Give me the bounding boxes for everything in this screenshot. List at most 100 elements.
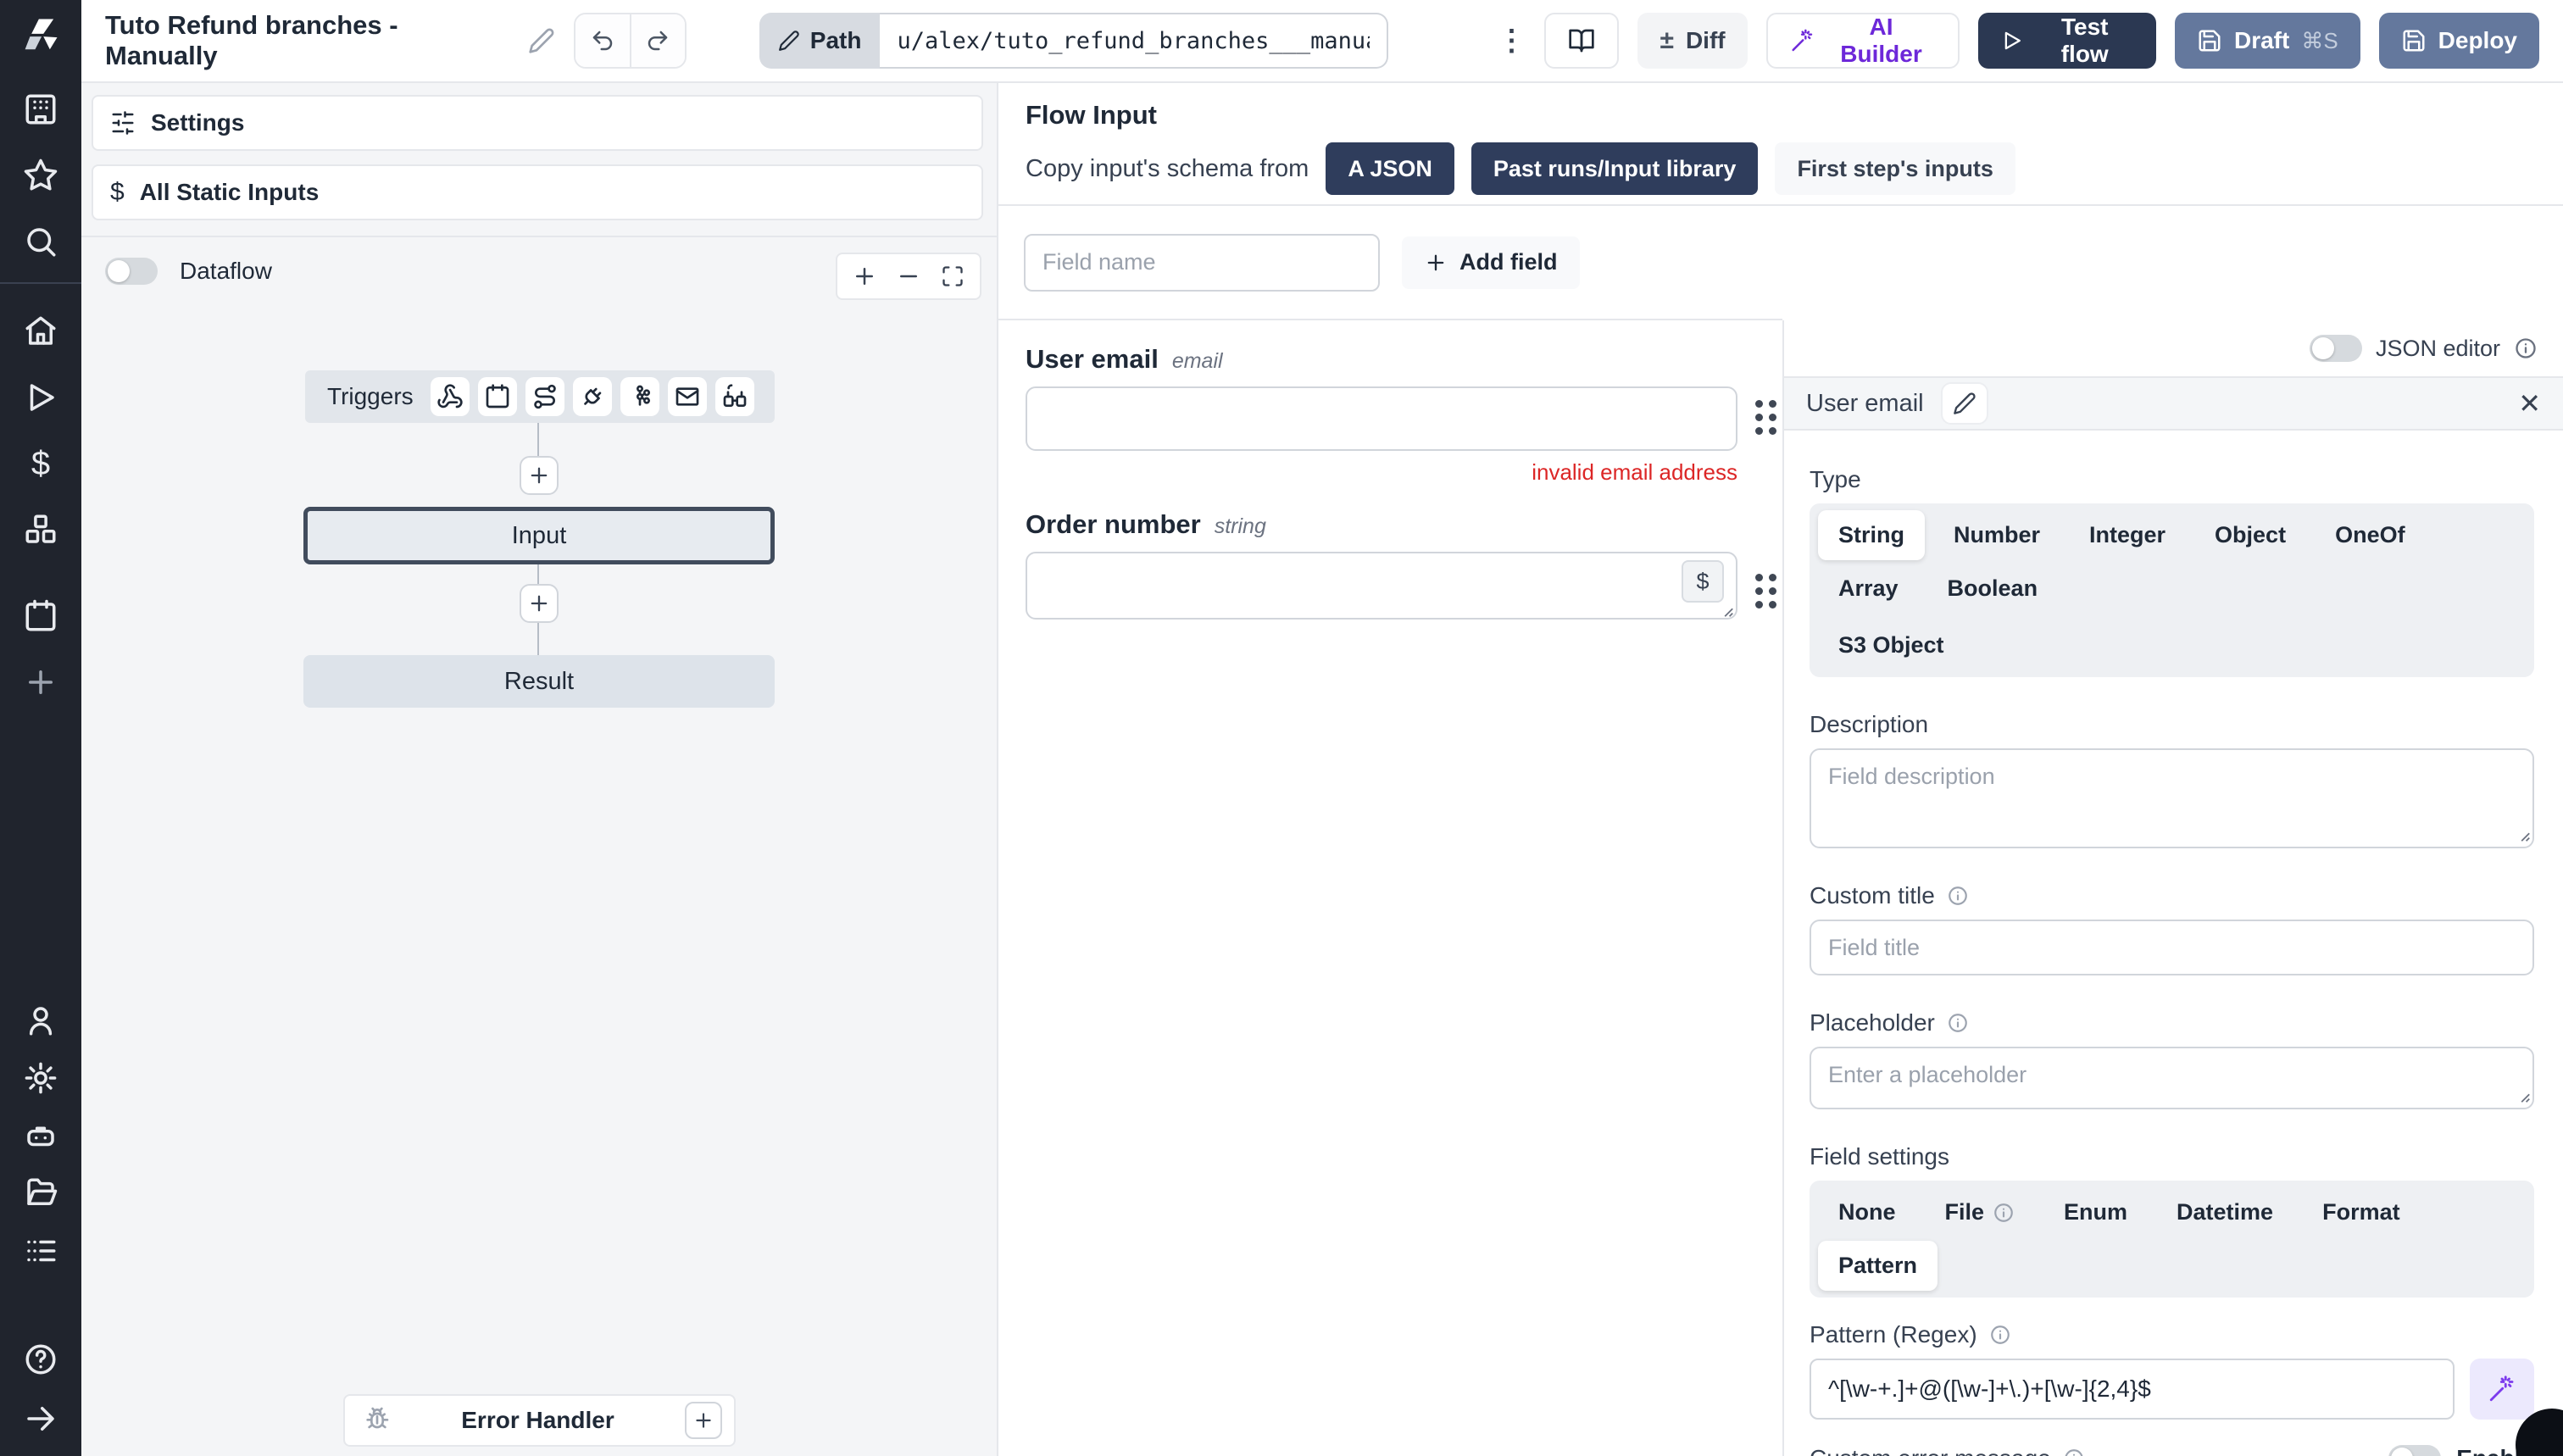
sidebar-item-audit-logs[interactable] [22,1232,59,1270]
fit-view-button[interactable] [934,258,971,295]
sidebar-item-user[interactable] [22,1002,59,1039]
email-trigger-icon[interactable] [667,377,707,416]
setting-option-enum[interactable]: Enum [2043,1187,2148,1237]
custom-title-input[interactable] [1810,920,2534,975]
fullscreen-icon [942,266,963,286]
field-label-order-number: Order number string [1026,509,1266,539]
setting-option-pattern[interactable]: Pattern [1818,1241,1938,1291]
sidebar-item-resources[interactable] [22,511,59,548]
ai-builder-button[interactable]: AI Builder [1765,13,1960,69]
path-input[interactable] [880,13,1389,69]
input-node[interactable]: Input [303,507,775,564]
copy-schema-first-step-button[interactable]: First step's inputs [1775,142,2015,195]
app-sidebar: $ [0,0,81,1456]
test-flow-button[interactable]: Test flow [1978,13,2156,69]
type-option-integer[interactable]: Integer [2069,510,2186,560]
webhook-trigger-icon[interactable] [430,377,470,416]
save-icon [2403,30,2425,52]
rename-field-button[interactable] [1940,382,1988,425]
sidebar-item-workspace[interactable] [22,91,59,128]
user-email-value-input[interactable] [1026,386,1737,451]
type-option-object[interactable]: Object [2194,510,2306,560]
type-option-array[interactable]: Array [1818,564,1919,614]
kafka-trigger-icon[interactable] [620,377,659,416]
scheduled-poll-trigger-icon[interactable] [714,377,754,416]
type-option-boolean[interactable]: Boolean [1927,564,2059,614]
setting-option-format[interactable]: Format [2302,1187,2421,1237]
fields-column: Add field User email email invalid email… [998,206,1782,1456]
setting-option-datetime[interactable]: Datetime [2156,1187,2293,1237]
resize-grip-icon[interactable] [2516,1088,2531,1108]
sidebar-item-variables[interactable]: $ [31,444,51,482]
all-static-inputs-row[interactable]: $ All Static Inputs [92,164,983,220]
zoom-out-button[interactable] [890,258,927,295]
redo-icon [648,31,668,51]
websocket-plug-trigger-icon[interactable] [572,377,612,416]
sidebar-item-favorites[interactable] [22,157,59,194]
resize-grip-icon[interactable] [1719,603,1734,622]
flow-settings-label: Settings [151,109,245,136]
flow-input-title: Flow Input [1026,100,1157,130]
sidebar-item-home[interactable] [22,313,59,350]
custom-error-label: Custom error message [1810,1445,2085,1456]
setting-option-none[interactable]: None [1818,1187,1916,1237]
flow-graph-panel: Settings $ All Static Inputs Dataflow Tr… [81,83,998,1456]
undo-button[interactable] [575,14,631,67]
copy-schema-past-runs-button[interactable]: Past runs/Input library [1471,142,1759,195]
sliders-icon [112,111,134,135]
sidebar-item-help[interactable] [22,1341,59,1378]
edge-line [537,423,539,475]
json-editor-toggle[interactable] [2309,335,2362,362]
dollar-icon: $ [110,178,125,206]
type-option-oneof[interactable]: OneOf [2315,510,2426,560]
http-route-trigger-icon[interactable] [525,377,564,416]
drag-handle-icon[interactable] [1755,574,1776,609]
description-textarea[interactable] [1810,748,2534,848]
copy-schema-json-button[interactable]: A JSON [1326,142,1454,195]
result-node[interactable]: Result [303,655,775,708]
diff-button[interactable]: ± Diff [1637,13,1748,69]
ai-regex-button[interactable] [2470,1359,2534,1420]
edit-title-button[interactable] [528,27,555,54]
plus-icon [531,467,548,484]
variable-picker-button[interactable]: $ [1682,560,1724,603]
sidebar-collapse-icon[interactable] [22,1400,59,1437]
resize-grip-icon[interactable] [2516,827,2531,847]
triggers-label: Triggers [327,383,414,409]
docs-button[interactable] [1544,13,1620,69]
zoom-in-button[interactable] [846,258,883,295]
custom-error-toggle[interactable] [2388,1445,2442,1456]
error-handler-node[interactable]: Error Handler [343,1394,736,1447]
more-options-button[interactable]: ⋮ [1497,25,1526,57]
dataflow-toggle[interactable] [105,258,158,285]
close-detail-button[interactable]: ✕ [2518,388,2541,419]
pattern-regex-input[interactable] [1810,1359,2455,1420]
drag-handle-icon[interactable] [1755,400,1776,435]
redo-button[interactable] [630,14,685,67]
sidebar-item-runs[interactable] [22,379,59,416]
draft-button[interactable]: Draft ⌘S [2174,13,2360,69]
sidebar-item-workers[interactable] [22,1117,59,1154]
setting-option-file[interactable]: File [1925,1187,2036,1237]
add-error-handler-button[interactable] [685,1402,722,1439]
sidebar-item-schedules[interactable] [22,597,59,635]
schedule-trigger-icon[interactable] [477,377,517,416]
sidebar-item-create[interactable] [22,664,59,701]
field-name-input[interactable] [1024,233,1380,292]
placeholder-textarea[interactable] [1810,1047,2534,1109]
add-field-button[interactable]: Add field [1402,236,1580,289]
flow-settings-row[interactable]: Settings [92,95,983,151]
add-step-button-bottom[interactable] [520,584,559,623]
sidebar-item-folders[interactable] [22,1175,59,1212]
type-option-s3object[interactable]: S3 Object [1818,620,1965,670]
sidebar-item-settings[interactable] [22,1059,59,1097]
field-settings-label: Field settings [1810,1143,1949,1170]
add-step-button-top[interactable] [520,456,559,495]
book-open-icon [1569,29,1595,53]
save-icon [2199,30,2221,52]
deploy-button[interactable]: Deploy [2378,13,2540,69]
type-option-number[interactable]: Number [1933,510,2060,560]
type-option-string[interactable]: String [1818,510,1925,560]
order-number-value-input[interactable] [1026,552,1737,620]
sidebar-item-search[interactable] [22,223,59,260]
